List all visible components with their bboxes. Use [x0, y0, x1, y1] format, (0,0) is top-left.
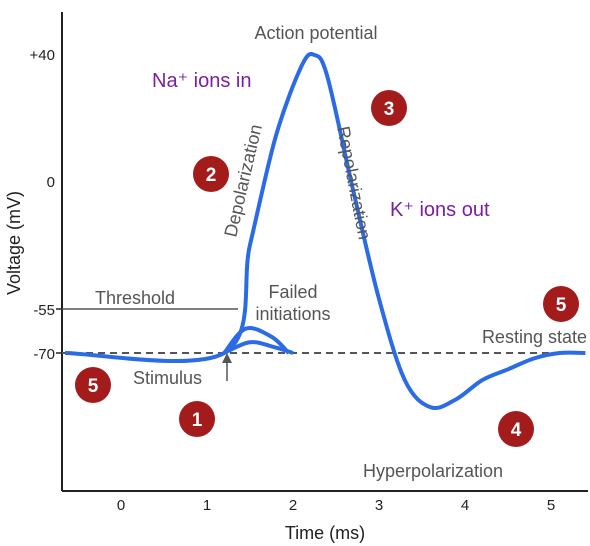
- action-potential-label: Action potential: [254, 23, 377, 43]
- failed-initiation-curve-1: [222, 326, 291, 355]
- x-tick-label-1: 1: [203, 497, 211, 514]
- y-tick-label-0: 0: [47, 174, 55, 191]
- badge-3: 3: [371, 90, 407, 126]
- badge-2-number: 2: [206, 165, 217, 186]
- badge-4-number: 4: [511, 420, 522, 441]
- badge-5-left: 5: [75, 367, 111, 403]
- badge-5-left-number: 5: [88, 376, 99, 397]
- action-potential-curve: [65, 52, 586, 410]
- y-tick-label-minus55: -55: [33, 302, 55, 319]
- resting-state-label: Resting state: [482, 327, 587, 347]
- badge-3-number: 3: [384, 99, 395, 120]
- stimulus-label: Stimulus: [133, 368, 202, 388]
- x-tick-label-5: 5: [547, 497, 555, 514]
- failed-label: Failed: [268, 282, 317, 302]
- badge-1-number: 1: [192, 410, 203, 431]
- y-tick-label-40: +40: [30, 47, 55, 64]
- stimulus-arrow-head: [222, 353, 232, 363]
- badge-5-right: 5: [543, 286, 579, 322]
- y-tick-label-minus70: -70: [33, 346, 55, 363]
- x-tick-label-2: 2: [289, 497, 297, 514]
- x-tick-label-0: 0: [117, 497, 125, 514]
- y-axis-title: Voltage (mV): [4, 191, 24, 295]
- k-ions-out-label: K⁺ ions out: [390, 199, 490, 221]
- x-tick-label-4: 4: [461, 497, 469, 514]
- badge-2: 2: [193, 156, 229, 192]
- hyperpolarization-label: Hyperpolarization: [363, 461, 503, 481]
- initiations-label: initiations: [255, 304, 330, 324]
- x-tick-label-3: 3: [375, 497, 383, 514]
- badge-5-right-number: 5: [556, 295, 567, 316]
- na-ions-in-label: Na⁺ ions in: [152, 70, 252, 92]
- failed-initiation-curve-2: [223, 340, 294, 355]
- threshold-label: Threshold: [95, 288, 175, 308]
- x-axis-title: Time (ms): [285, 523, 365, 543]
- badge-1: 1: [179, 401, 215, 437]
- repolarization-label: Repolarization: [333, 124, 375, 241]
- badge-4: 4: [498, 411, 534, 447]
